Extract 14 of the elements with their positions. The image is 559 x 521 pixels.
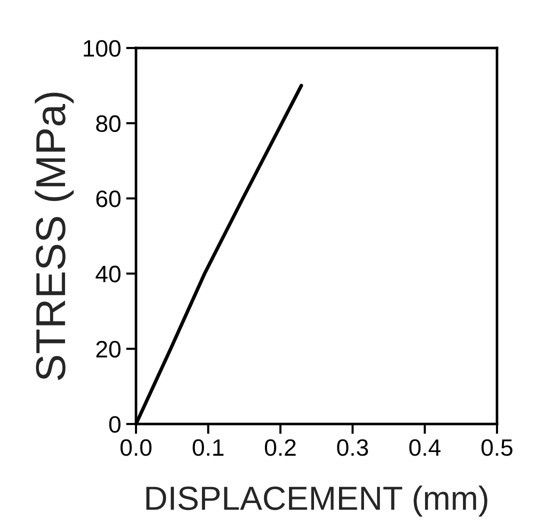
y-tick-label: 0 [109,416,120,433]
y-tick-label: 40 [96,266,120,282]
y-tick-label: 100 [84,40,120,57]
x-axis-title: DISPLACEMENT (mm) [146,486,488,517]
x-tick-label: 0.5 [482,439,512,456]
x-tick-label: 0.2 [264,439,296,456]
y-tick-label: 60 [96,190,120,208]
x-tick-label: 0.0 [120,439,152,456]
x-tick-label: 0.3 [337,439,368,456]
x-tick-label: 0.1 [192,439,224,456]
y-axis-title: STRESS (MPa) [34,92,74,380]
y-tick-label: 80 [96,115,120,132]
x-tick-label: 0.4 [409,439,441,456]
y-tick-label: 20 [96,340,120,358]
